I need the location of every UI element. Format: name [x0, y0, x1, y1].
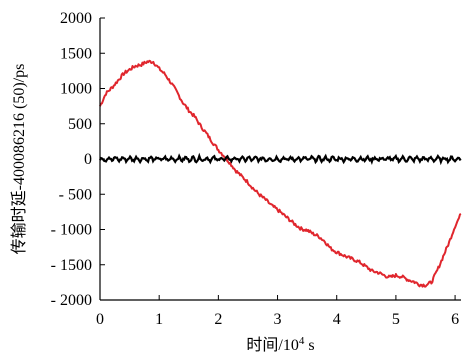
x-tick-label: 4 — [333, 311, 341, 328]
y-tick-label: 2000 — [60, 10, 92, 27]
x-tick-label: 3 — [274, 311, 282, 328]
x-tick-label: 1 — [155, 311, 163, 328]
y-tick-label: - 1500 — [51, 257, 92, 274]
x-tick-label: 5 — [392, 311, 400, 328]
x-tick-label: 0 — [96, 311, 104, 328]
y-tick-label: - 1000 — [51, 222, 92, 239]
x-tick-label: 6 — [451, 311, 459, 328]
x-tick-label: 2 — [214, 311, 222, 328]
plot-marks — [99, 59, 462, 288]
y-tick-label: - 500 — [59, 186, 92, 203]
y-tick-label: 0 — [84, 151, 92, 168]
y-tick-label: - 2000 — [51, 292, 92, 309]
y-axis-label: 传输时延-400086216 (50)/ps — [10, 64, 28, 255]
y-tick-label: 1500 — [60, 45, 92, 62]
y-tick-label: 1000 — [60, 81, 92, 98]
x-axis-label: 时间/104 s — [246, 335, 314, 354]
series-red-line — [99, 59, 462, 288]
series-black-line — [99, 152, 462, 166]
y-tick-label: 500 — [68, 116, 92, 133]
